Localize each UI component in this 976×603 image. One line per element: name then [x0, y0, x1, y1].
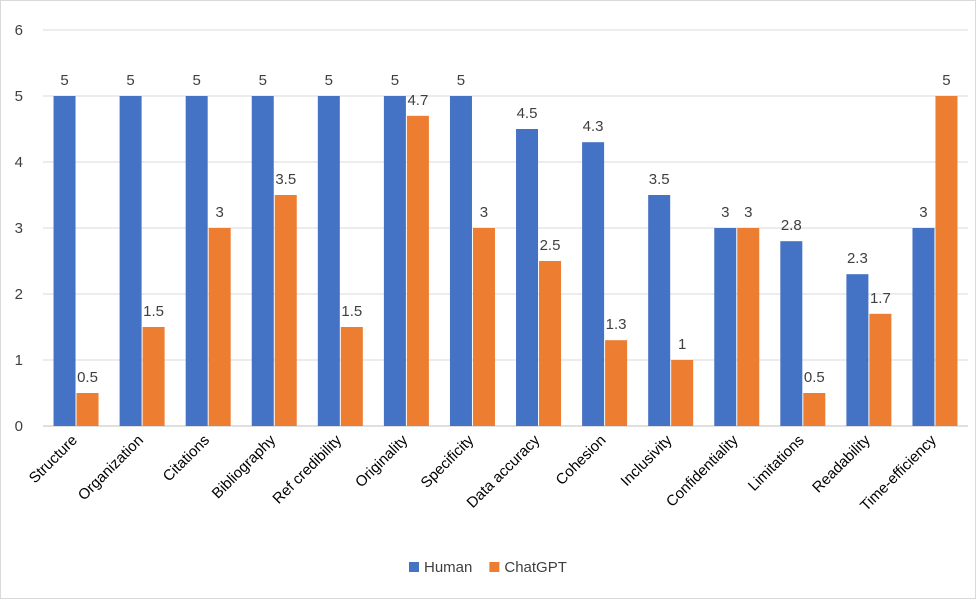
data-label: 0.5: [804, 369, 825, 386]
category-label: Structure: [26, 432, 81, 487]
bar-human: [846, 274, 869, 426]
category-label: Readability: [809, 431, 874, 496]
data-label: 4.7: [407, 92, 428, 109]
legend: Human ChatGPT: [409, 559, 567, 576]
bar-human: [714, 228, 737, 426]
legend-label: ChatGPT: [504, 559, 567, 576]
y-tick-label: 0: [15, 418, 23, 435]
data-label: 5: [193, 72, 201, 89]
data-label: 5: [325, 72, 333, 89]
category-label: Bibliography: [209, 431, 280, 502]
bar-chatgpt: [76, 393, 99, 426]
data-label: 1.5: [143, 303, 164, 320]
data-label: 2.5: [540, 237, 561, 254]
category-label: Ref credibility: [269, 431, 345, 507]
bar-chatgpt: [142, 327, 165, 426]
legend-swatch-human: [409, 562, 419, 572]
data-label: 0.5: [77, 369, 98, 386]
data-label: 1.5: [341, 303, 362, 320]
category-label: Organization: [75, 432, 147, 504]
data-label: 3: [744, 204, 752, 221]
data-labels: 5 0.5 5 1.5 5 3 5 3.5 5 1.5 5 4.7 5 3 4.5 2.5 4.3 1.3 3.5 1…: [60, 72, 950, 386]
bar-human: [317, 96, 340, 426]
bar-chatgpt: [869, 313, 892, 426]
category-label: Specificity: [418, 431, 478, 491]
data-label: 5: [259, 72, 267, 89]
bar-human: [119, 96, 142, 426]
data-label: 1.3: [606, 316, 627, 333]
data-label: 5: [60, 72, 68, 89]
bar-chatgpt: [737, 228, 760, 426]
y-tick-label: 4: [15, 154, 23, 171]
y-tick-label: 5: [15, 88, 23, 105]
data-label: 3: [216, 204, 224, 221]
data-label: 5: [942, 72, 950, 89]
category-label: Limitations: [745, 432, 808, 495]
data-label: 3.5: [275, 171, 296, 188]
bar-chatgpt: [340, 327, 363, 426]
bar-chatgpt: [935, 96, 958, 426]
bar-chatgpt: [274, 195, 297, 426]
bar-human: [912, 228, 935, 426]
bar-chatgpt: [803, 393, 826, 426]
data-label: 2.3: [847, 250, 868, 267]
bar-human: [780, 241, 803, 426]
data-label: 1.7: [870, 290, 891, 307]
legend-swatch-chatgpt: [489, 562, 500, 572]
data-label: 3: [480, 204, 488, 221]
data-label: 5: [391, 72, 399, 89]
y-tick-label: 2: [15, 286, 23, 303]
bar-chatgpt: [605, 340, 628, 426]
data-label: 3: [919, 204, 927, 221]
legend-label: Human: [424, 559, 472, 576]
bar-human: [648, 195, 671, 426]
data-label: 5: [126, 72, 134, 89]
data-label: 2.8: [781, 217, 802, 234]
category-label: Citations: [160, 432, 213, 485]
category-label: Inclusivity: [618, 431, 676, 489]
bar-chatgpt: [406, 115, 429, 427]
data-label: 3.5: [649, 171, 670, 188]
bar-human: [582, 142, 605, 426]
bars: [53, 96, 958, 427]
bar-chatgpt: [539, 261, 562, 426]
category-label: Cohesion: [553, 432, 610, 489]
gridlines: [43, 29, 968, 427]
data-label: 4.5: [517, 105, 538, 122]
data-label: 1: [678, 336, 686, 353]
bar-human: [449, 96, 472, 426]
y-axis-ticks: 0 1 2 3 4 5 6: [15, 22, 23, 435]
bar-human: [383, 96, 406, 426]
data-label: 5: [457, 72, 465, 89]
category-label: Originality: [352, 431, 412, 491]
y-tick-label: 3: [15, 220, 23, 237]
data-label: 4.3: [583, 118, 604, 135]
bar-human: [251, 96, 274, 426]
y-tick-label: 1: [15, 352, 23, 369]
bar-human: [185, 96, 208, 426]
bar-human: [516, 129, 539, 426]
bar-human: [53, 96, 76, 426]
bar-chatgpt: [671, 360, 694, 426]
data-label: 3: [721, 204, 729, 221]
bar-chatgpt: [208, 228, 231, 426]
bar-chatgpt: [472, 228, 495, 426]
y-tick-label: 6: [15, 22, 23, 39]
